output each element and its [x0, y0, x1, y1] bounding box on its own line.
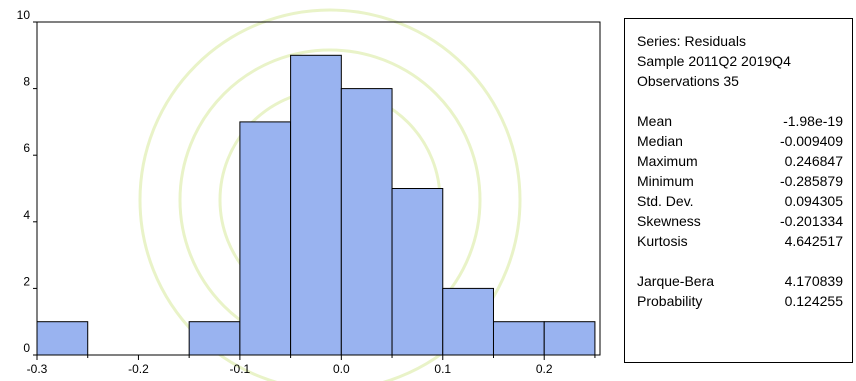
- stat-label: Skewness: [637, 213, 701, 229]
- x-tick-label: -0.2: [128, 362, 149, 376]
- histogram-bar-9: [492, 321, 545, 356]
- stat-label: Probability: [637, 293, 703, 309]
- x-tick-label: 0.2: [536, 362, 553, 376]
- y-tick-label: 2: [23, 274, 30, 288]
- stat-value: -1.98e-19: [783, 113, 843, 129]
- stat-value: -0.201334: [779, 213, 843, 229]
- statistics-panel: Series: Residuals Sample 2011Q2 2019Q4 O…: [624, 18, 853, 363]
- histogram-bar-4: [239, 121, 292, 356]
- histogram-bar-7: [391, 188, 444, 356]
- histogram-bar-0: [36, 321, 89, 356]
- stat-label: Kurtosis: [637, 233, 688, 249]
- y-tick-label: 6: [23, 141, 30, 155]
- y-tick-label: 4: [23, 208, 30, 222]
- histogram-bar-10: [543, 321, 596, 356]
- stat-label: Median: [637, 133, 683, 149]
- stat-value: 0.124255: [784, 293, 843, 309]
- stat-label: Jarque-Bera: [637, 273, 715, 289]
- stat-label: Std. Dev.: [637, 193, 694, 209]
- stat-value: 0.094305: [784, 193, 843, 209]
- stat-row-skewness: Skewness -0.201334: [637, 211, 843, 231]
- x-tick-label: 0.0: [333, 362, 350, 376]
- residuals-histogram: 0 2 4 6 8 10 -0.3 -0.2 -0.1 0.0 0.1 0.2: [17, 8, 601, 376]
- series-label: Series: Residuals: [637, 33, 746, 49]
- x-tick-label: -0.3: [27, 362, 48, 376]
- stat-row-median: Median -0.009409: [637, 131, 843, 151]
- y-tick-label: 8: [23, 75, 30, 89]
- stat-label: Minimum: [637, 173, 694, 189]
- histogram-bar-8: [442, 287, 494, 356]
- sample-label: Sample 2011Q2 2019Q4: [637, 53, 791, 69]
- stat-row-kurtosis: Kurtosis 4.642517: [637, 231, 843, 251]
- stat-value: -0.285879: [779, 173, 843, 189]
- stat-row-minimum: Minimum -0.285879: [637, 171, 843, 191]
- stat-label: Mean: [637, 113, 673, 129]
- observations-label: Observations 35: [637, 73, 739, 89]
- stat-row-maximum: Maximum 0.246847: [637, 151, 843, 171]
- x-tick-label: -0.1: [230, 362, 251, 376]
- histogram-bar-5: [290, 54, 342, 356]
- histogram-bar-3: [188, 321, 241, 356]
- stat-value: 4.170839: [784, 273, 843, 289]
- stat-value: 0.246847: [784, 153, 843, 169]
- y-tick-label: 0: [23, 341, 30, 355]
- histogram-bar-6: [340, 88, 393, 356]
- y-tick-label: 10: [17, 8, 31, 22]
- stat-label: Maximum: [637, 153, 698, 169]
- x-tick-label: 0.1: [434, 362, 451, 376]
- watermark-ring: [138, 8, 522, 381]
- stat-row-std-dev: Std. Dev. 0.094305: [637, 191, 843, 211]
- stat-value: 4.642517: [784, 233, 843, 249]
- stat-row-jarque-bera: Jarque-Bera 4.170839: [637, 271, 843, 291]
- stat-value: -0.009409: [779, 133, 843, 149]
- stat-row-probability: Probability 0.124255: [637, 291, 843, 311]
- plot-frame: [36, 21, 601, 356]
- stat-row-mean: Mean -1.98e-19: [637, 111, 843, 131]
